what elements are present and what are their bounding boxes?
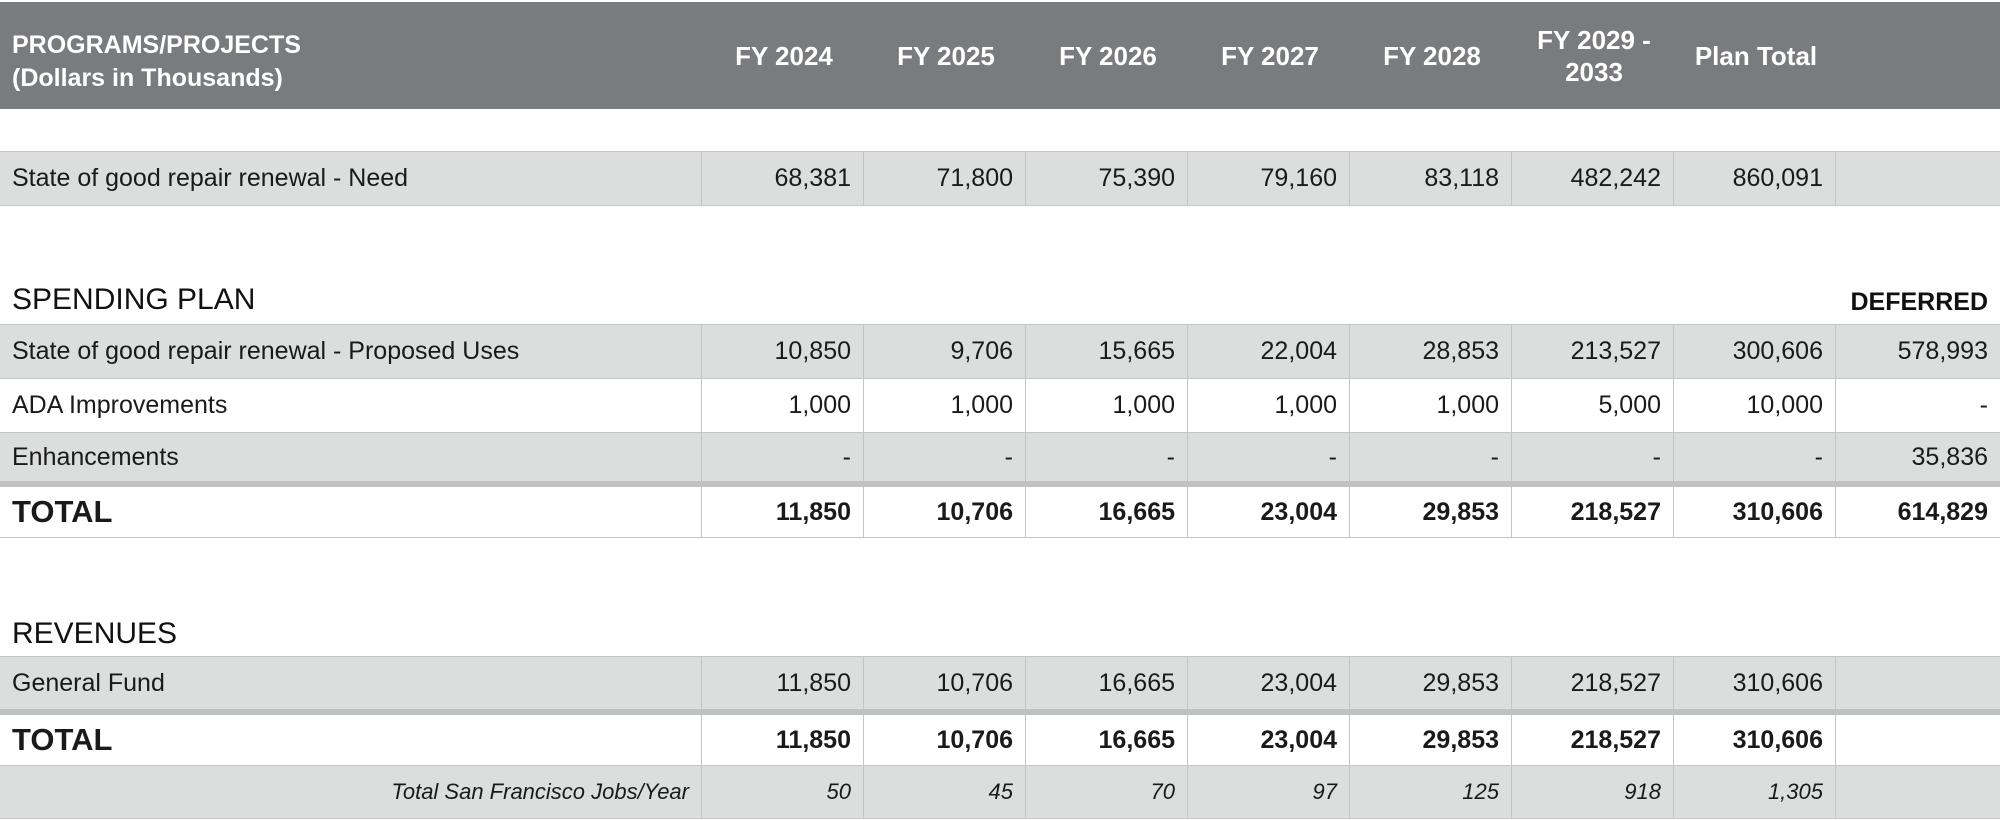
cell-fy2025: 10,706 — [864, 715, 1026, 765]
cell-fy2025: 10,706 — [864, 657, 1026, 709]
cell-deferred — [1836, 152, 2000, 205]
cell-fy2026: 16,665 — [1026, 657, 1188, 709]
cell-fy2029-2033: - — [1512, 433, 1674, 481]
row-label-jobs: Total San Francisco Jobs/Year — [0, 766, 702, 818]
cell-deferred: 578,993 — [1897, 337, 1988, 365]
cell-fy2026: 15,665 — [1026, 325, 1188, 378]
header-col-fy2028: FY 2028 — [1383, 40, 1481, 71]
header-col-fy2025: FY 2025 — [897, 40, 995, 71]
cell-fy2026: - — [1026, 433, 1188, 481]
cell-fy2025: 45 — [864, 766, 1026, 818]
cell-fy2028: 29,853 — [1350, 715, 1512, 765]
header-title-line1: PROGRAMS/PROJECTS — [12, 31, 301, 59]
cell-fy2028: 125 — [1350, 766, 1512, 818]
header-col-fy2029-2033: FY 2029 - 2033 — [1537, 24, 1651, 87]
header-title: PROGRAMS/PROJECTS (Dollars in Thousands) — [12, 29, 301, 95]
cell-fy2026: 16,665 — [1026, 715, 1188, 765]
cell-fy2028: 83,118 — [1350, 152, 1512, 205]
cell-fy2027: 22,004 — [1188, 325, 1350, 378]
cell-fy2028: 29,853 — [1350, 487, 1512, 537]
cell-deferred — [1836, 715, 2000, 765]
row-label-total: TOTAL — [0, 715, 702, 765]
row-label: State of good repair renewal - Proposed … — [0, 325, 702, 378]
cell-fy2027: 79,160 — [1188, 152, 1350, 205]
cell-plan-total: - — [1674, 433, 1836, 481]
cell-plan-total: 1,305 — [1674, 766, 1836, 818]
cell-fy2027: 1,000 — [1188, 379, 1350, 432]
table-row-ada-improvements: ADA Improvements 1,000 1,000 1,000 1,000… — [0, 378, 2000, 433]
cell-fy2027: 23,004 — [1188, 487, 1350, 537]
table-row-revenue-total: TOTAL 11,850 10,706 16,665 23,004 29,853… — [0, 709, 2000, 766]
cell-fy2026: 16,665 — [1026, 487, 1188, 537]
cell-fy2028: 28,853 — [1350, 325, 1512, 378]
row-label-total: TOTAL — [0, 487, 702, 537]
section-title-spending-plan: SPENDING PLAN — [12, 283, 256, 316]
cell-fy2029-2033: 218,527 — [1512, 657, 1674, 709]
cell-fy2025: 1,000 — [864, 379, 1026, 432]
cell-fy2027: 97 — [1188, 766, 1350, 818]
cell-fy2029-2033: 482,242 — [1512, 152, 1674, 205]
cell-fy2024: - — [702, 433, 864, 481]
cell-fy2025: 10,706 — [864, 487, 1026, 537]
cell-plan-total: 310,606 — [1674, 715, 1836, 765]
row-label: General Fund — [0, 657, 702, 709]
header-col-fy2024: FY 2024 — [735, 40, 833, 71]
table-header: PROGRAMS/PROJECTS (Dollars in Thousands)… — [0, 2, 2000, 109]
cell-fy2024: 50 — [702, 766, 864, 818]
cell-fy2027: 23,004 — [1188, 715, 1350, 765]
cell-fy2029-2033: 213,527 — [1512, 325, 1674, 378]
cell-fy2024: 10,850 — [702, 325, 864, 378]
cell-fy2028: 1,000 — [1350, 379, 1512, 432]
row-label: State of good repair renewal - Need — [0, 152, 702, 205]
cell-fy2026: 70 — [1026, 766, 1188, 818]
cell-fy2024: 11,850 — [702, 487, 864, 537]
table-row-spending-total: TOTAL 11,850 10,706 16,665 23,004 29,853… — [0, 481, 2000, 538]
row-label: Enhancements — [0, 433, 702, 481]
table-row-enhancements: Enhancements - - - - - - - 35,836 — [0, 432, 2000, 482]
cell-fy2025: 71,800 — [864, 152, 1026, 205]
cell-fy2025: - — [864, 433, 1026, 481]
deferred-column-label: DEFERRED — [1850, 288, 1988, 316]
header-col-plan-total: Plan Total — [1694, 40, 1818, 71]
cell-deferred — [1836, 657, 2000, 709]
cell-fy2028: 29,853 — [1350, 657, 1512, 709]
cell-fy2027: - — [1188, 433, 1350, 481]
cell-plan-total: 310,606 — [1674, 487, 1836, 537]
row-label: ADA Improvements — [0, 379, 702, 432]
section-title-revenues: REVENUES — [12, 617, 178, 650]
cell-deferred: 35,836 — [1911, 442, 1988, 471]
table-row-general-fund: General Fund 11,850 10,706 16,665 23,004… — [0, 656, 2000, 710]
cell-plan-total: 860,091 — [1674, 152, 1836, 205]
cell-deferred: - — [1979, 391, 1988, 419]
cell-deferred — [1836, 766, 2000, 818]
cell-fy2029-2033: 218,527 — [1512, 487, 1674, 537]
cell-fy2024: 11,850 — [702, 657, 864, 709]
cell-fy2024: 11,850 — [702, 715, 864, 765]
cell-fy2027: 23,004 — [1188, 657, 1350, 709]
cell-fy2024: 68,381 — [702, 152, 864, 205]
table-row-proposed-uses: State of good repair renewal - Proposed … — [0, 324, 2000, 379]
cell-plan-total: 10,000 — [1674, 379, 1836, 432]
table-row-jobs: Total San Francisco Jobs/Year 50 45 70 9… — [0, 765, 2000, 819]
cell-plan-total: 300,606 — [1674, 325, 1836, 378]
cell-deferred: 614,829 — [1897, 497, 1988, 526]
cell-plan-total: 310,606 — [1674, 657, 1836, 709]
cell-fy2026: 1,000 — [1026, 379, 1188, 432]
header-col-fy2026: FY 2026 — [1059, 40, 1157, 71]
cell-fy2029-2033: 218,527 — [1512, 715, 1674, 765]
cell-fy2025: 9,706 — [864, 325, 1026, 378]
cell-fy2028: - — [1350, 433, 1512, 481]
cell-fy2024: 1,000 — [702, 379, 864, 432]
cell-fy2026: 75,390 — [1026, 152, 1188, 205]
header-col-fy2027: FY 2027 — [1221, 40, 1319, 71]
cell-fy2029-2033: 918 — [1512, 766, 1674, 818]
cell-fy2029-2033: 5,000 — [1512, 379, 1674, 432]
header-title-line2: (Dollars in Thousands) — [12, 64, 283, 92]
table-row-need: State of good repair renewal - Need 68,3… — [0, 151, 2000, 206]
